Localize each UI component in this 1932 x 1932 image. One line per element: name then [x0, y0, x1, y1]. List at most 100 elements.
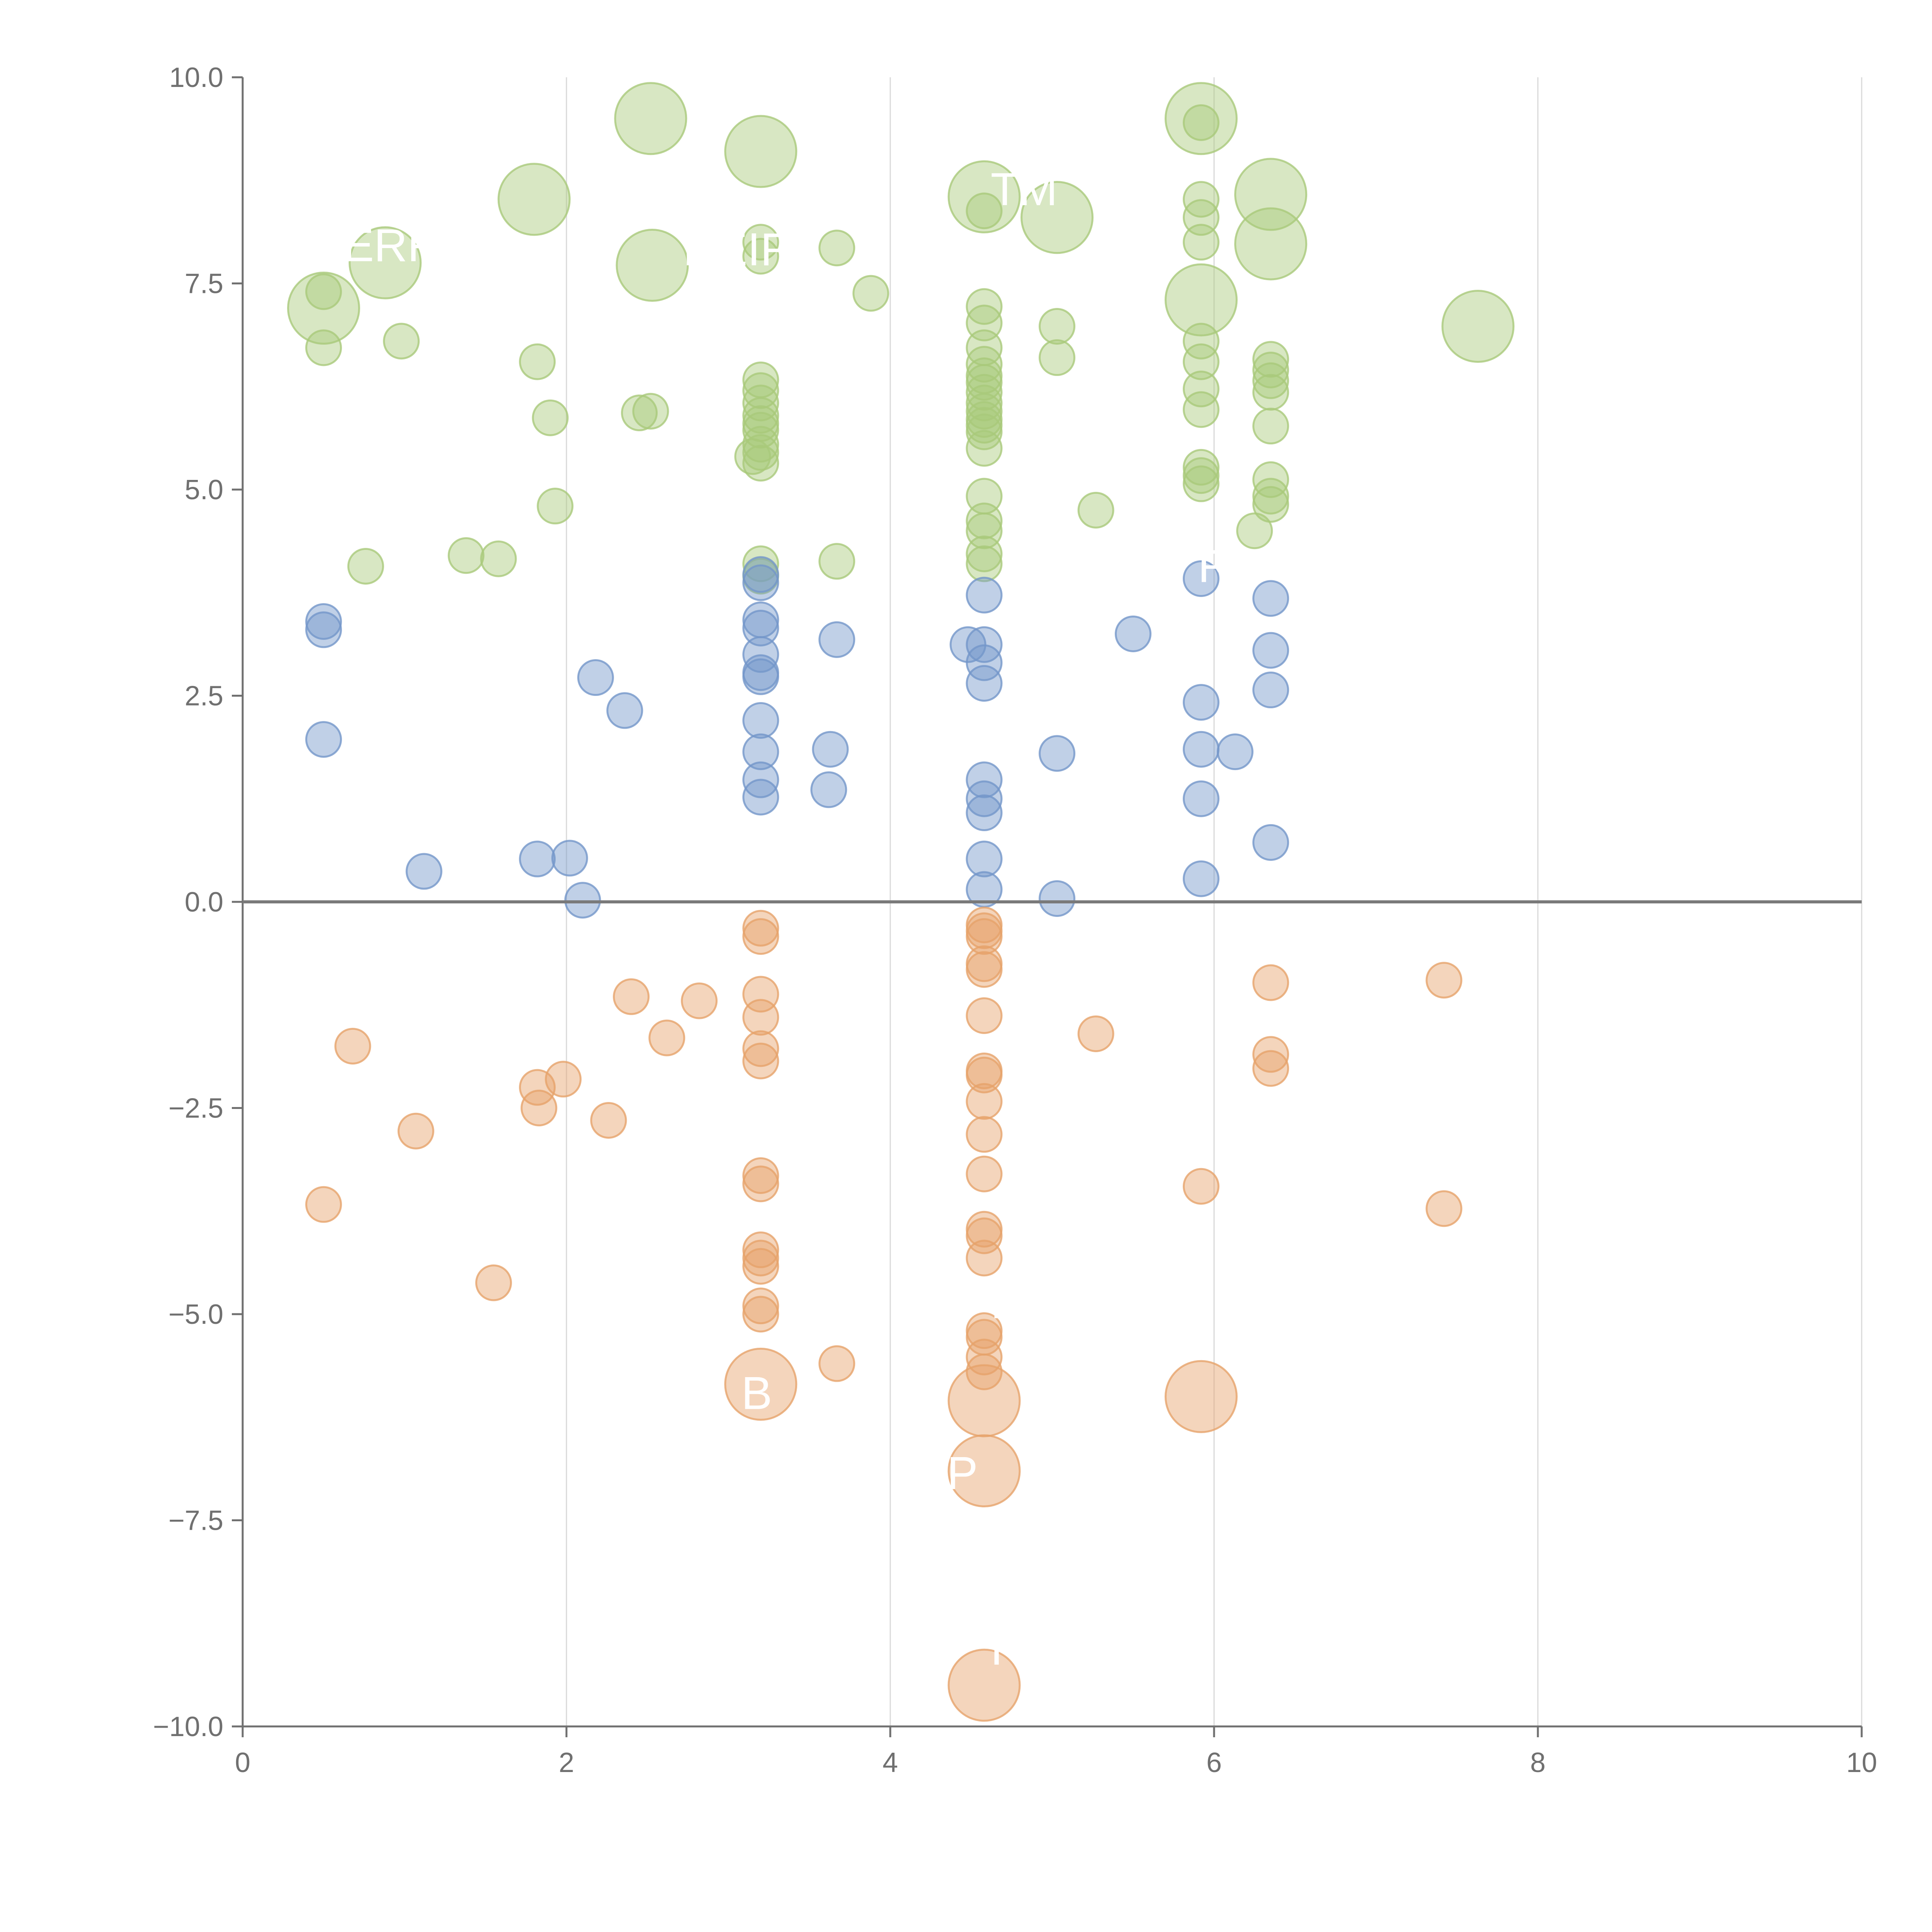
data-point: [397, 1112, 434, 1150]
data-point: [742, 564, 779, 601]
data-point: [1252, 352, 1289, 389]
data-point: [347, 548, 384, 585]
data-point: [852, 275, 889, 312]
data-point: [742, 1296, 779, 1333]
data-point: [1252, 1050, 1289, 1087]
data-point: [966, 644, 1003, 681]
x-tick-label: 6: [1206, 1747, 1222, 1778]
data-point: [1252, 486, 1289, 523]
data-point: [1252, 478, 1289, 515]
x-tick-label: 4: [883, 1747, 898, 1778]
data-point: [606, 692, 643, 729]
data-point: [305, 273, 342, 310]
data-point: [577, 659, 614, 696]
point-label: R: [1198, 540, 1231, 592]
data-point: [1039, 308, 1076, 345]
data-point: [1182, 391, 1219, 428]
data-point: [537, 488, 574, 525]
data-point: [1039, 339, 1076, 376]
data-point: [616, 229, 689, 302]
data-point: [742, 779, 779, 816]
data-point: [742, 238, 779, 275]
data-point: [287, 272, 360, 345]
data-point: [966, 918, 1003, 955]
data-point: [1252, 408, 1289, 445]
data-point: [1164, 263, 1238, 337]
data-point: [1182, 1168, 1219, 1205]
data-point: [966, 364, 1003, 401]
data-point: [1020, 181, 1094, 254]
point-label: F: [991, 1623, 1019, 1675]
x-tick-label: 2: [559, 1747, 574, 1778]
data-point: [1252, 362, 1289, 399]
data-point: [305, 1186, 342, 1223]
data-points: [287, 82, 1515, 1722]
data-point: [1252, 580, 1289, 617]
data-point: [966, 761, 1003, 798]
data-point: [519, 343, 556, 380]
data-point: [966, 535, 1003, 572]
data-point: [1182, 560, 1219, 597]
data-point: [1425, 1190, 1463, 1227]
x-tick-label: 8: [1530, 1747, 1546, 1778]
data-point: [305, 721, 342, 758]
data-point: [742, 910, 779, 947]
data-point: [614, 82, 687, 155]
data-point: [742, 702, 779, 739]
data-point: [1425, 962, 1463, 999]
data-point: [742, 545, 779, 582]
data-point: [648, 1019, 685, 1056]
data-point: [1182, 343, 1219, 380]
data-point: [1252, 341, 1289, 378]
data-point: [632, 393, 669, 430]
data-point: [1182, 860, 1219, 897]
data-point: [1182, 104, 1219, 141]
data-point: [1164, 1360, 1238, 1433]
data-point: [405, 853, 442, 890]
data-point: [947, 1434, 1021, 1507]
data-point: [966, 1155, 1003, 1192]
data-point: [1039, 880, 1076, 917]
data-point: [742, 1240, 779, 1277]
data-point: [1234, 207, 1308, 281]
data-point: [742, 224, 779, 261]
data-point: [818, 621, 855, 658]
data-point: [742, 1165, 779, 1202]
data-point: [947, 1648, 1021, 1722]
y-tick-label: 7.5: [185, 269, 223, 299]
data-point: [966, 502, 1003, 539]
data-point: [1182, 457, 1219, 494]
data-point: [966, 545, 1003, 582]
data-point: [1252, 964, 1289, 1001]
data-point: [1182, 731, 1219, 768]
data-point: [349, 226, 422, 299]
data-point: [1252, 672, 1289, 709]
data-point: [1236, 512, 1273, 549]
data-point: [475, 1264, 512, 1301]
data-point: [1115, 615, 1151, 652]
data-point: [947, 160, 1021, 233]
data-point: [1252, 374, 1289, 411]
data-point: [1039, 735, 1076, 772]
point-label: B: [742, 1367, 772, 1419]
data-point: [1182, 465, 1219, 502]
y-tick-label: −7.5: [168, 1505, 223, 1536]
data-point: [966, 1056, 1003, 1094]
data-point: [966, 794, 1003, 832]
data-point: [742, 1248, 779, 1285]
data-point: [532, 399, 569, 436]
point-label: TM: [991, 163, 1058, 215]
data-point: [1182, 780, 1219, 817]
data-point: [621, 395, 658, 432]
x-tick-label: 0: [235, 1747, 250, 1778]
data-point: [1216, 733, 1253, 770]
point-label: F: [991, 1277, 1019, 1328]
data-point: [742, 918, 779, 955]
data-point: [564, 882, 601, 919]
data-point: [681, 982, 718, 1019]
y-tick-label: −5.0: [168, 1299, 223, 1330]
data-point: [966, 393, 1003, 430]
data-point: [724, 115, 798, 188]
data-point: [383, 323, 420, 360]
data-point: [966, 374, 1003, 411]
